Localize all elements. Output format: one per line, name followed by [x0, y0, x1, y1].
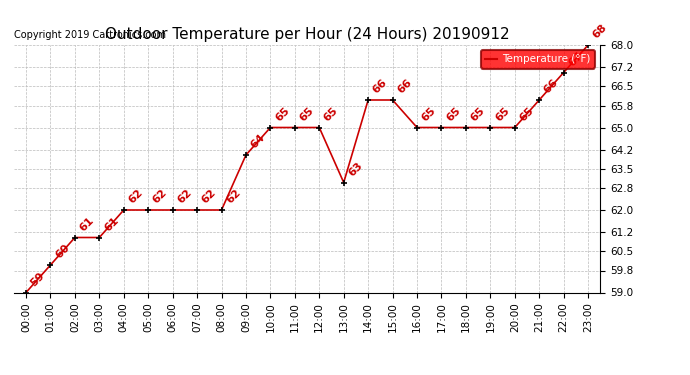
Text: 62: 62: [175, 188, 193, 206]
Text: 61: 61: [102, 215, 120, 233]
Legend: Temperature (°F): Temperature (°F): [481, 50, 595, 69]
Text: Copyright 2019 Cartronics.com: Copyright 2019 Cartronics.com: [14, 30, 166, 40]
Text: 62: 62: [151, 188, 169, 206]
Text: 63: 63: [346, 160, 364, 178]
Text: 59: 59: [29, 270, 47, 288]
Text: 60: 60: [53, 243, 71, 261]
Text: 68: 68: [591, 23, 609, 41]
Text: 67: 67: [566, 50, 584, 68]
Text: 65: 65: [469, 105, 486, 123]
Text: 65: 65: [444, 105, 462, 123]
Text: 65: 65: [420, 105, 438, 123]
Text: 65: 65: [297, 105, 315, 123]
Text: 65: 65: [322, 105, 340, 123]
Text: 65: 65: [273, 105, 291, 123]
Text: 61: 61: [78, 215, 96, 233]
Text: 62: 62: [126, 188, 145, 206]
Text: 62: 62: [200, 188, 218, 206]
Text: 66: 66: [542, 78, 560, 96]
Text: 65: 65: [518, 105, 535, 123]
Text: 64: 64: [248, 133, 267, 151]
Text: 66: 66: [371, 78, 389, 96]
Title: Outdoor Temperature per Hour (24 Hours) 20190912: Outdoor Temperature per Hour (24 Hours) …: [105, 27, 509, 42]
Text: 62: 62: [224, 188, 242, 206]
Text: 65: 65: [493, 105, 511, 123]
Text: 66: 66: [395, 78, 413, 96]
